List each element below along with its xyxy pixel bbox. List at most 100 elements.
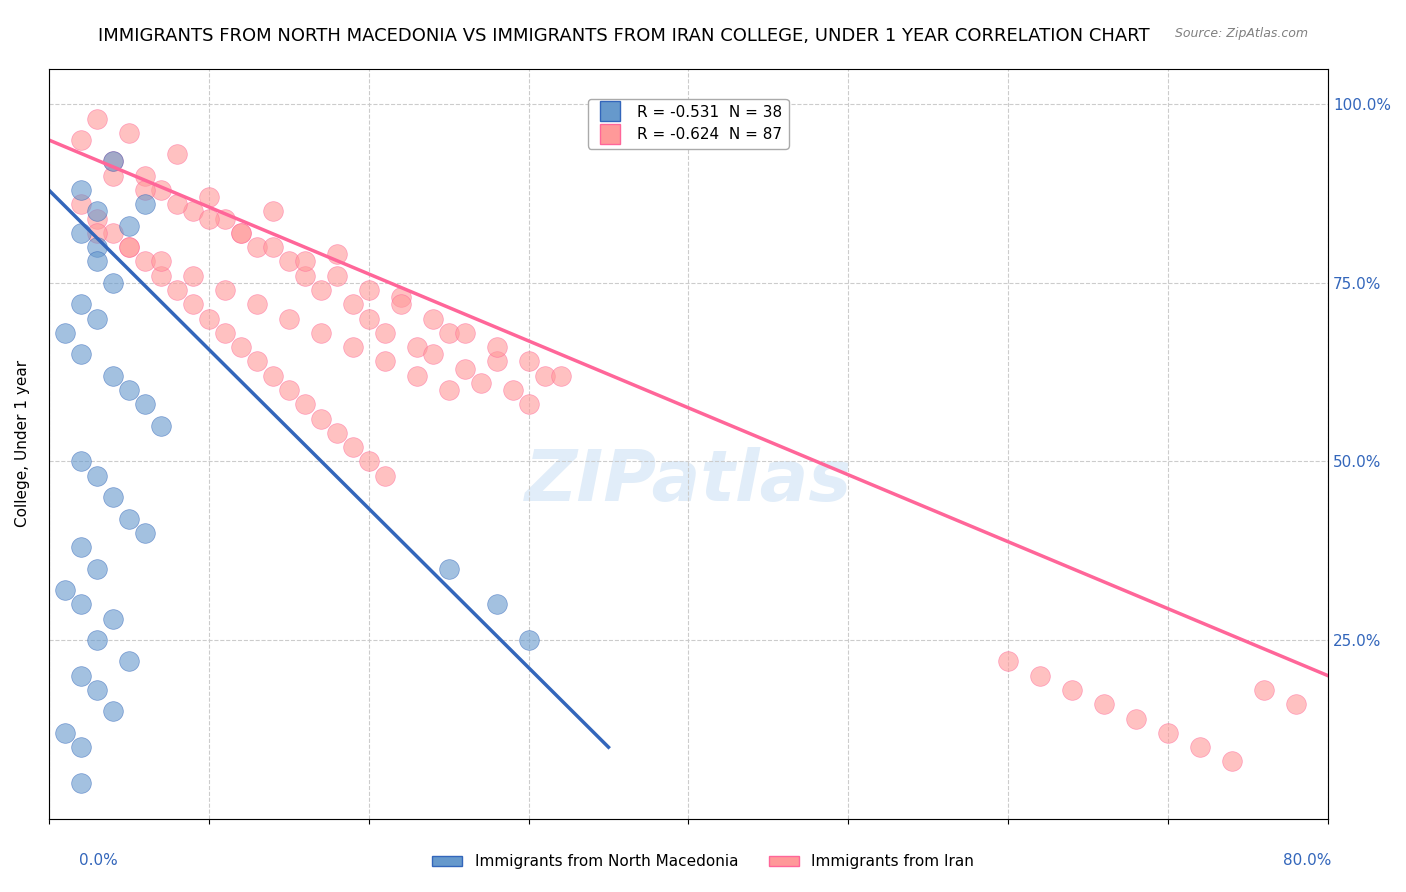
Point	[229, 226, 252, 240]
Point	[502, 383, 524, 397]
Point	[149, 418, 172, 433]
Point	[118, 240, 141, 254]
Point	[389, 297, 412, 311]
Point	[149, 254, 172, 268]
Point	[101, 611, 124, 625]
Text: ZIPatlas: ZIPatlas	[524, 447, 852, 516]
Point	[149, 268, 172, 283]
Point	[517, 397, 540, 411]
Point	[262, 368, 284, 383]
Point	[422, 347, 444, 361]
Point	[294, 397, 316, 411]
Point	[294, 268, 316, 283]
Point	[277, 311, 299, 326]
Point	[294, 254, 316, 268]
Point	[86, 561, 108, 575]
Point	[374, 354, 396, 368]
Point	[118, 511, 141, 525]
Point	[1189, 740, 1212, 755]
Point	[69, 540, 91, 554]
Point	[181, 204, 204, 219]
Point	[197, 211, 219, 226]
Point	[342, 340, 364, 354]
Point	[69, 133, 91, 147]
Point	[517, 633, 540, 648]
Point	[118, 383, 141, 397]
Point	[86, 468, 108, 483]
Point	[405, 368, 427, 383]
Point	[166, 197, 188, 211]
Point	[374, 468, 396, 483]
Point	[374, 326, 396, 340]
Point	[86, 226, 108, 240]
Point	[309, 411, 332, 425]
Point	[277, 254, 299, 268]
Point	[101, 368, 124, 383]
Point	[86, 683, 108, 698]
Point	[86, 254, 108, 268]
Point	[997, 655, 1019, 669]
Point	[101, 154, 124, 169]
Point	[101, 276, 124, 290]
Point	[53, 582, 76, 597]
Point	[437, 326, 460, 340]
Point	[86, 211, 108, 226]
Point	[533, 368, 555, 383]
Point	[485, 597, 508, 611]
Point	[1253, 683, 1275, 698]
Point	[118, 219, 141, 233]
Point	[69, 740, 91, 755]
Point	[550, 368, 572, 383]
Point	[197, 311, 219, 326]
Point	[118, 655, 141, 669]
Point	[470, 376, 492, 390]
Point	[1285, 698, 1308, 712]
Point	[309, 326, 332, 340]
Point	[214, 326, 236, 340]
Text: 80.0%: 80.0%	[1284, 854, 1331, 868]
Point	[1029, 669, 1052, 683]
Point	[214, 211, 236, 226]
Point	[214, 283, 236, 297]
Point	[69, 776, 91, 790]
Point	[246, 297, 269, 311]
Point	[1092, 698, 1115, 712]
Point	[86, 633, 108, 648]
Point	[277, 383, 299, 397]
Point	[134, 525, 156, 540]
Point	[389, 290, 412, 304]
Point	[246, 240, 269, 254]
Point	[118, 240, 141, 254]
Point	[101, 705, 124, 719]
Point	[166, 147, 188, 161]
Point	[357, 283, 380, 297]
Legend: R = -0.531  N = 38, R = -0.624  N = 87: R = -0.531 N = 38, R = -0.624 N = 87	[588, 99, 789, 149]
Point	[69, 183, 91, 197]
Point	[101, 169, 124, 183]
Point	[1062, 683, 1084, 698]
Point	[134, 254, 156, 268]
Point	[86, 204, 108, 219]
Text: Source: ZipAtlas.com: Source: ZipAtlas.com	[1174, 27, 1308, 40]
Point	[517, 354, 540, 368]
Point	[166, 283, 188, 297]
Point	[246, 354, 269, 368]
Point	[134, 397, 156, 411]
Point	[118, 126, 141, 140]
Y-axis label: College, Under 1 year: College, Under 1 year	[15, 360, 30, 527]
Point	[342, 297, 364, 311]
Point	[69, 297, 91, 311]
Point	[262, 204, 284, 219]
Point	[437, 383, 460, 397]
Point	[325, 425, 347, 440]
Point	[1125, 712, 1147, 726]
Point	[69, 454, 91, 468]
Point	[69, 226, 91, 240]
Point	[181, 268, 204, 283]
Point	[69, 347, 91, 361]
Point	[86, 240, 108, 254]
Point	[134, 197, 156, 211]
Point	[101, 490, 124, 504]
Point	[485, 354, 508, 368]
Point	[86, 112, 108, 126]
